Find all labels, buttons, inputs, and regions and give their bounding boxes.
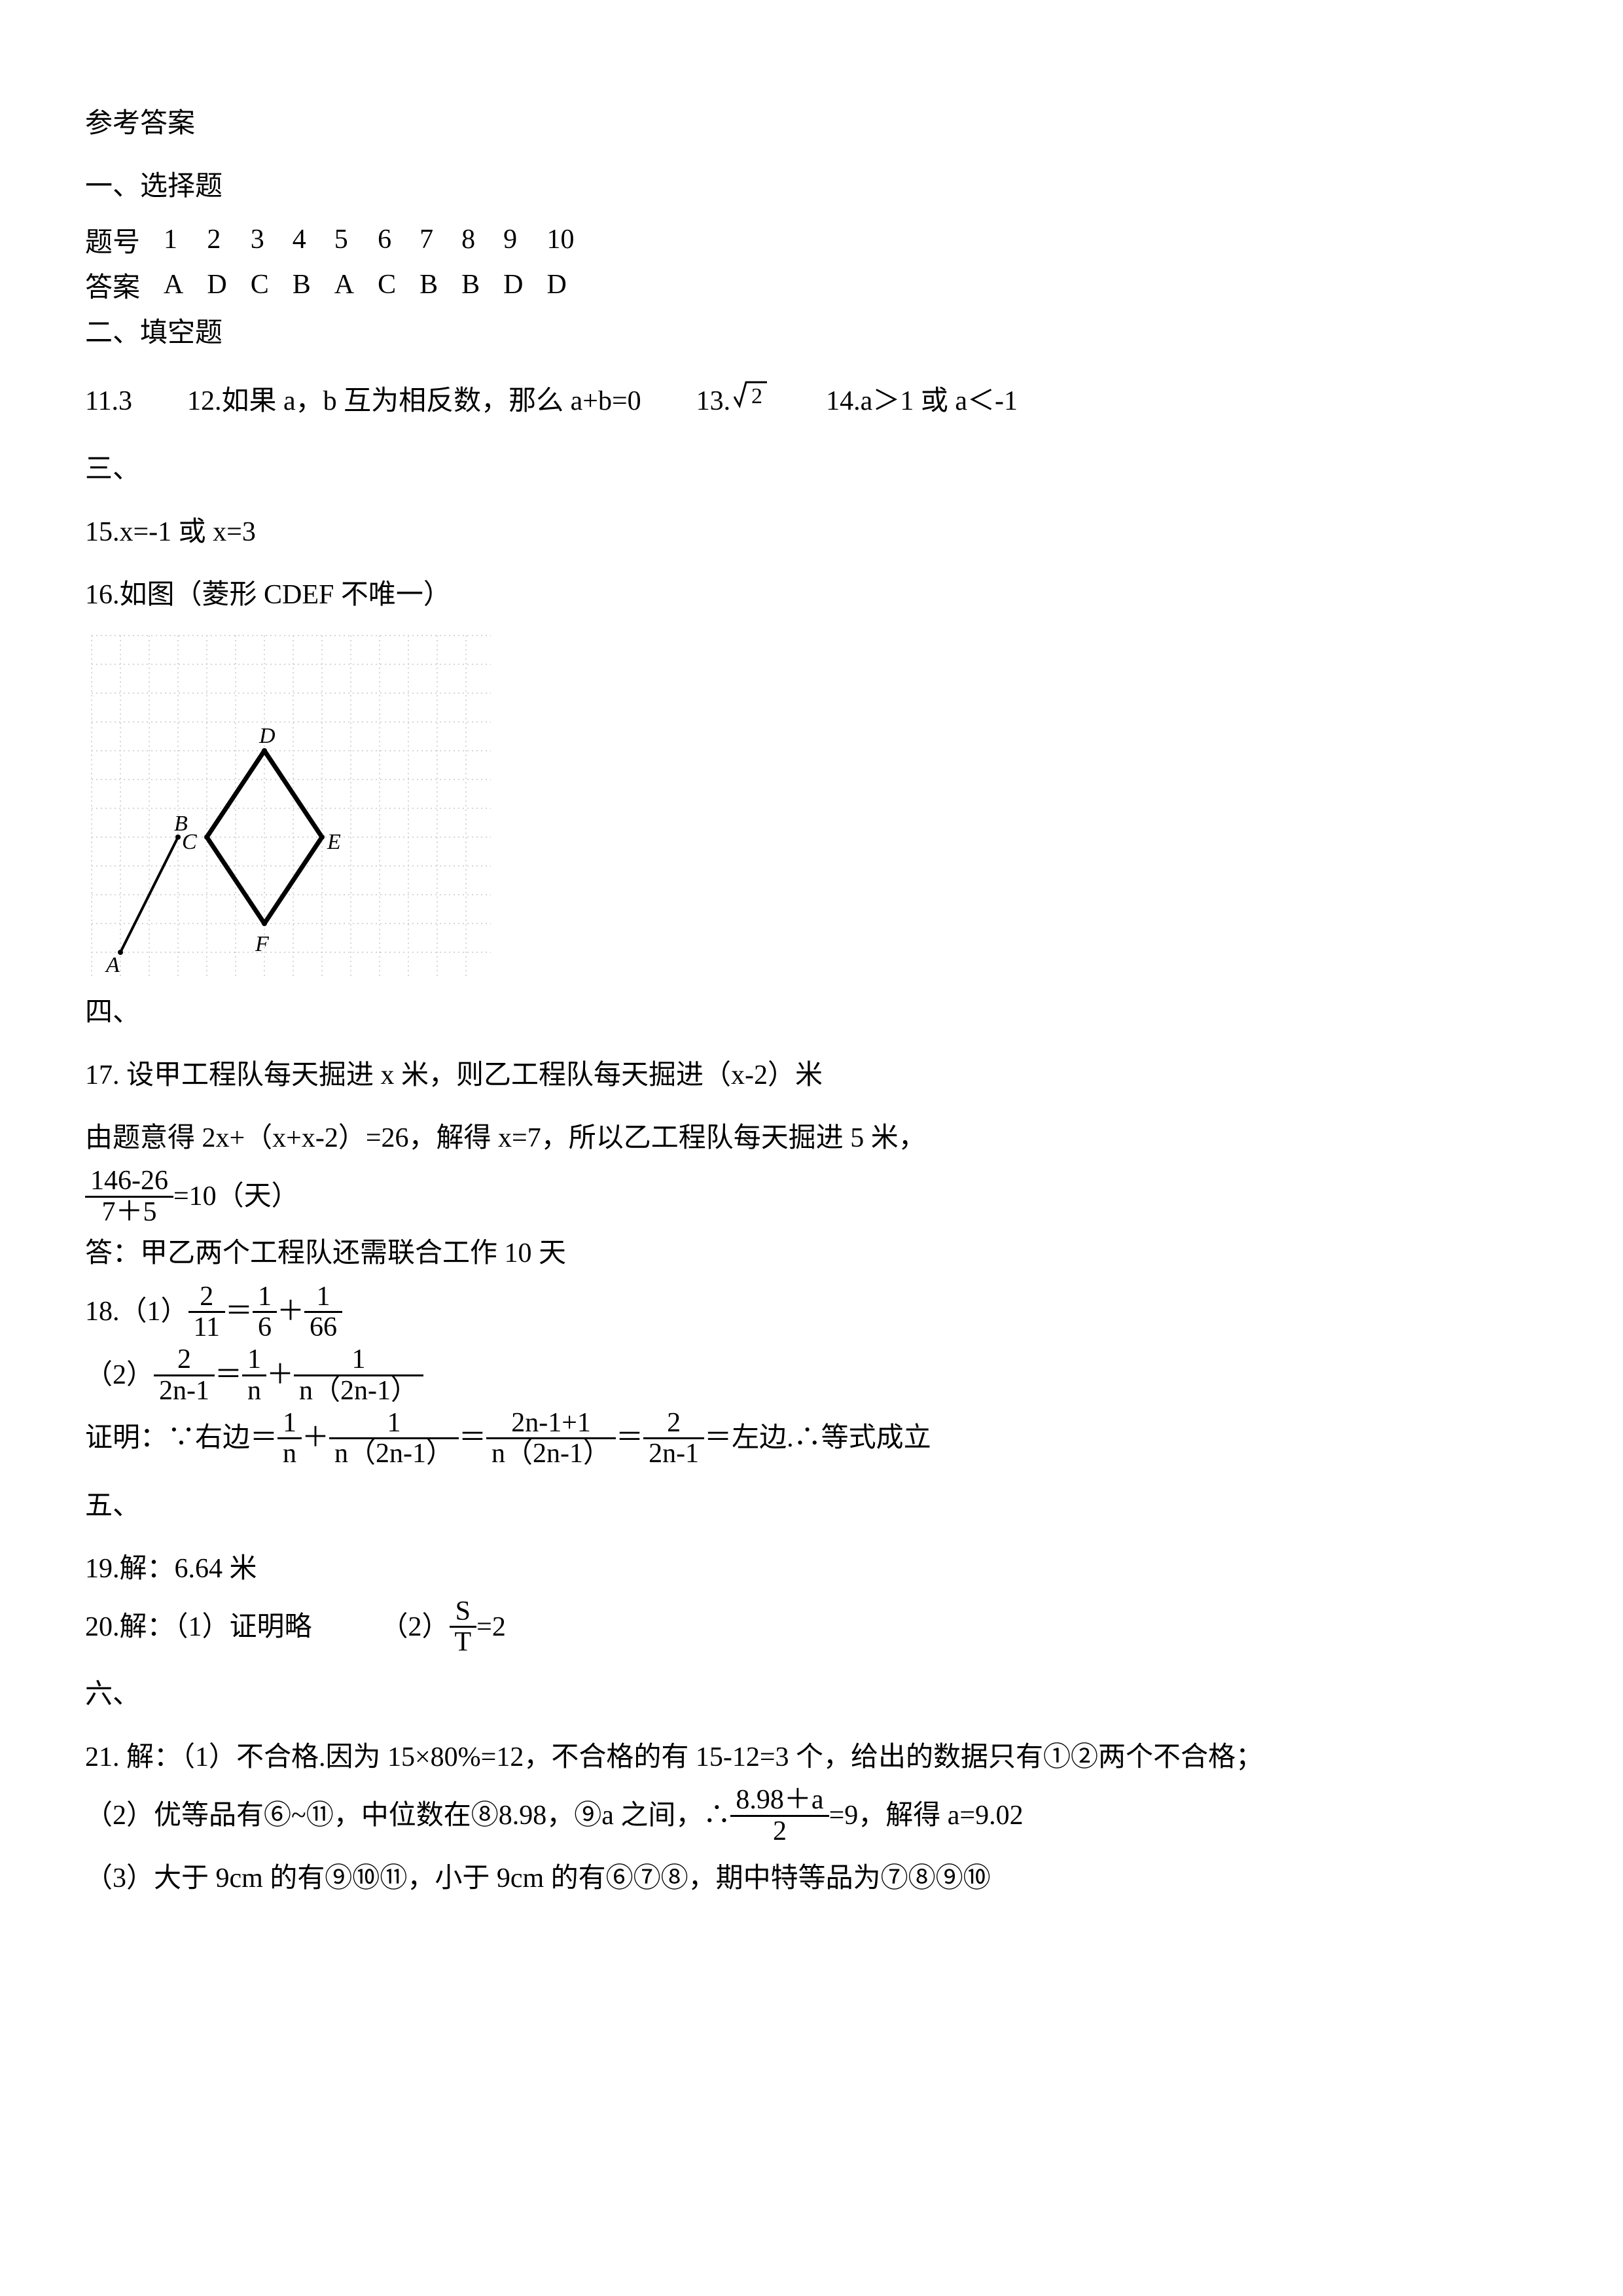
cell: 6 <box>378 217 419 262</box>
cell: A <box>334 262 378 308</box>
section-5-heading: 五、 <box>85 1480 1538 1533</box>
fraction: 146-26 7＋5 <box>85 1166 173 1226</box>
q21-3: （3）大于 9cm 的有⑨⑩⑪，小于 9cm 的有⑥⑦⑧，期中特等品为⑦⑧⑨⑩ <box>85 1847 1538 1910</box>
section-3-heading: 三、 <box>85 444 1538 496</box>
fraction: 1 66 <box>304 1282 342 1342</box>
fraction: 8.98＋a 2 <box>730 1785 829 1845</box>
cell: 9 <box>503 217 546 262</box>
svg-text:A: A <box>105 953 120 976</box>
q15: 15.x=-1 或 x=3 <box>85 507 1538 559</box>
q18-2-pre: （2） <box>85 1344 154 1407</box>
cell: C <box>251 262 293 308</box>
fraction: 2n-1+1 n（2n-1） <box>486 1408 616 1468</box>
q18-2: （2） 2 2n-1 ＝ 1 n ＋ 1 n（2n-1） <box>85 1344 1538 1407</box>
q17-line-b: 由题意得 2x+（x+x-2）=26，解得 x=7，所以乙工程队每天掘进 5 米… <box>85 1113 1538 1165</box>
q17-line-c: 146-26 7＋5 =10（天） <box>85 1165 1538 1229</box>
sqrt-icon: 2 <box>730 370 771 433</box>
q12: 12.如果 a，b 互为相反数，那么 a+b=0 <box>187 370 641 433</box>
q18-1-pre: 18.（1） <box>85 1280 188 1344</box>
q20-tail: =2 <box>476 1596 506 1659</box>
cell: 2 <box>207 217 250 262</box>
q19: 19.解：6.64 米 <box>85 1543 1538 1596</box>
section-2-heading: 二、填空题 <box>85 308 1538 360</box>
cell: 10 <box>546 217 597 262</box>
q18-1: 18.（1） 2 11 ＝ 1 6 ＋ 1 66 <box>85 1280 1538 1344</box>
cell: 8 <box>461 217 503 262</box>
page-title: 参考答案 <box>85 98 1538 151</box>
q18-proof-pre: 证明：∵右边＝ <box>85 1407 277 1470</box>
svg-text:F: F <box>255 932 270 956</box>
q21-1: 21. 解：（1）不合格.因为 15×80%=12，不合格的有 15-12=3 … <box>85 1732 1538 1784</box>
q20: 20.解：（1）证明略 （2） S T =2 <box>85 1596 1538 1659</box>
figure-16: ABCDEF <box>85 629 1538 979</box>
fraction: 1 n（2n-1） <box>294 1345 423 1405</box>
cell: D <box>546 262 597 308</box>
fraction: 1 6 <box>253 1282 277 1342</box>
fraction: 2 2n-1 <box>154 1345 215 1405</box>
fraction: 1 n（2n-1） <box>329 1408 459 1468</box>
table-row: 答案 A D C B A C B B D D <box>85 262 597 308</box>
answer-table: 题号 1 2 3 4 5 6 7 8 9 10 答案 A D C B A C B… <box>85 217 597 308</box>
q16: 16.如图（菱形 CDEF 不唯一） <box>85 569 1538 622</box>
circled-number: ⑪ <box>306 1784 334 1848</box>
q11: 11.3 <box>85 370 132 433</box>
q17-line-a: 17. 设甲工程队每天掘进 x 米，则乙工程队每天掘进（x-2）米 <box>85 1050 1538 1102</box>
q17-line-d: 答：甲乙两个工程队还需联合工作 10 天 <box>85 1228 1538 1280</box>
section-4-heading: 四、 <box>85 987 1538 1039</box>
cell: B <box>461 262 503 308</box>
frac-num: 146-26 <box>85 1166 173 1197</box>
q13-pre: 13. <box>696 370 731 433</box>
q14: 14.a＞1 或 a＜-1 <box>826 370 1018 433</box>
svg-text:2: 2 <box>751 384 762 408</box>
row-label: 题号 <box>85 217 164 262</box>
cell: 5 <box>334 217 378 262</box>
q21-2: （2）优等品有⑥~⑪，中位数在⑧8.98，⑨a 之间，∴ 8.98＋a 2 =9… <box>85 1784 1538 1848</box>
cell: C <box>378 262 419 308</box>
frac-den: 7＋5 <box>85 1198 173 1227</box>
section-6-heading: 六、 <box>85 1669 1538 1721</box>
circled-number: ⑪ <box>380 1847 407 1910</box>
fraction: 1 n <box>242 1345 266 1405</box>
q18-proof-tail: ＝左边.∴等式成立 <box>704 1407 931 1470</box>
cell: D <box>207 262 250 308</box>
cell: B <box>293 262 334 308</box>
fraction: 2 11 <box>188 1282 225 1342</box>
svg-text:D: D <box>259 724 276 748</box>
cell: 4 <box>293 217 334 262</box>
cell: D <box>503 262 546 308</box>
fraction: 2 2n-1 <box>643 1408 704 1468</box>
q20-pre: 20.解：（1）证明略 （2） <box>85 1596 450 1659</box>
q11-14: 11.3 12.如果 a，b 互为相反数，那么 a+b=0 13. 2 14.a… <box>85 370 1538 433</box>
cell: 7 <box>419 217 461 262</box>
cell: 3 <box>251 217 293 262</box>
fraction: S T <box>450 1597 477 1657</box>
cell: A <box>164 262 207 308</box>
section-1-heading: 一、选择题 <box>85 161 1538 213</box>
q18-proof: 证明：∵右边＝ 1 n ＋ 1 n（2n-1） ＝ 2n-1+1 n（2n-1）… <box>85 1407 1538 1470</box>
table-row: 题号 1 2 3 4 5 6 7 8 9 10 <box>85 217 597 262</box>
cell: B <box>419 262 461 308</box>
row-label: 答案 <box>85 262 164 308</box>
cell: 1 <box>164 217 207 262</box>
svg-text:E: E <box>327 830 341 854</box>
svg-text:C: C <box>182 830 197 854</box>
q17c-tail: =10（天） <box>173 1165 299 1229</box>
fraction: 1 n <box>277 1408 302 1468</box>
